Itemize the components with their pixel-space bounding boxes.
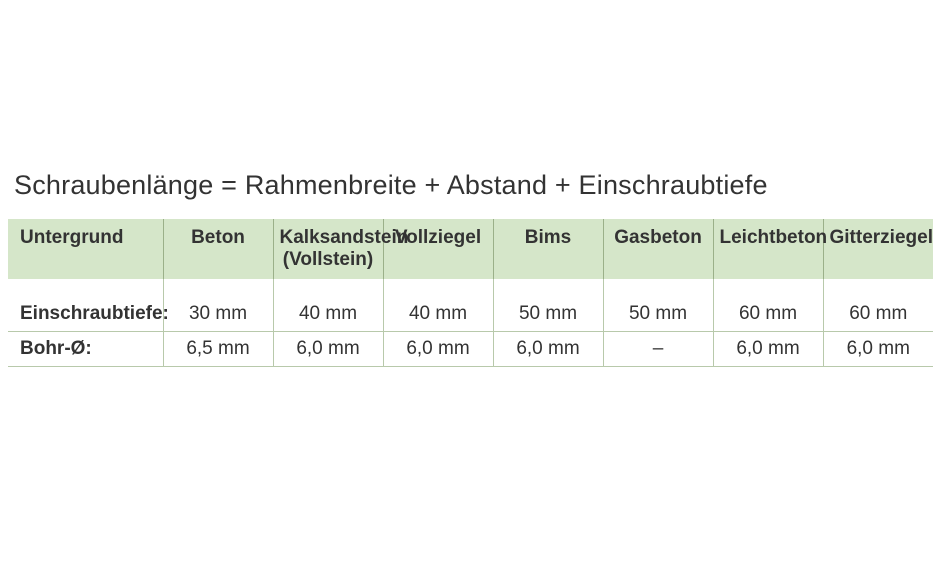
col-header-vollziegel: Vollziegel — [383, 219, 493, 279]
col-header-leichtbeton: Leichtbeton — [713, 219, 823, 279]
col-header-label: Bims — [525, 227, 571, 248]
cell: – — [603, 332, 713, 367]
table-row: Einschraubtiefe: 30 mm 40 mm 40 mm 50 mm… — [8, 297, 933, 332]
cell: 60 mm — [823, 297, 933, 332]
cell: 6,0 mm — [493, 332, 603, 367]
cell: 6,0 mm — [713, 332, 823, 367]
cell: 6,0 mm — [823, 332, 933, 367]
table-header-row: Untergrund Beton Kalksandstein (Vollstei… — [8, 219, 933, 279]
page: Schraubenlänge = Rahmenbreite + Abstand … — [0, 0, 940, 587]
cell: 30 mm — [163, 297, 273, 332]
col-header-label: Gasbeton — [614, 227, 702, 248]
row-label-bohr: Bohr-Ø: — [8, 332, 163, 367]
col-header-label: Untergrund — [20, 227, 123, 248]
page-title: Schraubenlänge = Rahmenbreite + Abstand … — [14, 170, 932, 201]
col-header-beton: Beton — [163, 219, 273, 279]
col-header-gitterziegel: Gitterziegel — [823, 219, 933, 279]
spec-table: Untergrund Beton Kalksandstein (Vollstei… — [8, 219, 933, 367]
cell: 6,5 mm — [163, 332, 273, 367]
cell: 6,0 mm — [273, 332, 383, 367]
cell: 50 mm — [603, 297, 713, 332]
cell: 60 mm — [713, 297, 823, 332]
table-row: Bohr-Ø: 6,5 mm 6,0 mm 6,0 mm 6,0 mm – 6,… — [8, 332, 933, 367]
col-header-label: Kalksandstein — [280, 227, 409, 248]
cell: 6,0 mm — [383, 332, 493, 367]
col-header-sublabel: (Vollstein) — [280, 249, 377, 271]
row-label-einschraubtiefe: Einschraubtiefe: — [8, 297, 163, 332]
col-header-label: Beton — [191, 227, 245, 248]
col-header-label: Vollziegel — [395, 227, 481, 248]
col-header-gasbeton: Gasbeton — [603, 219, 713, 279]
col-header-kalksandstein: Kalksandstein (Vollstein) — [273, 219, 383, 279]
col-header-untergrund: Untergrund — [8, 219, 163, 279]
col-header-bims: Bims — [493, 219, 603, 279]
col-header-label: Leichtbeton — [720, 227, 828, 248]
cell: 40 mm — [273, 297, 383, 332]
col-header-label: Gitterziegel — [830, 227, 933, 248]
cell: 50 mm — [493, 297, 603, 332]
table-spacer-row — [8, 279, 933, 297]
cell: 40 mm — [383, 297, 493, 332]
